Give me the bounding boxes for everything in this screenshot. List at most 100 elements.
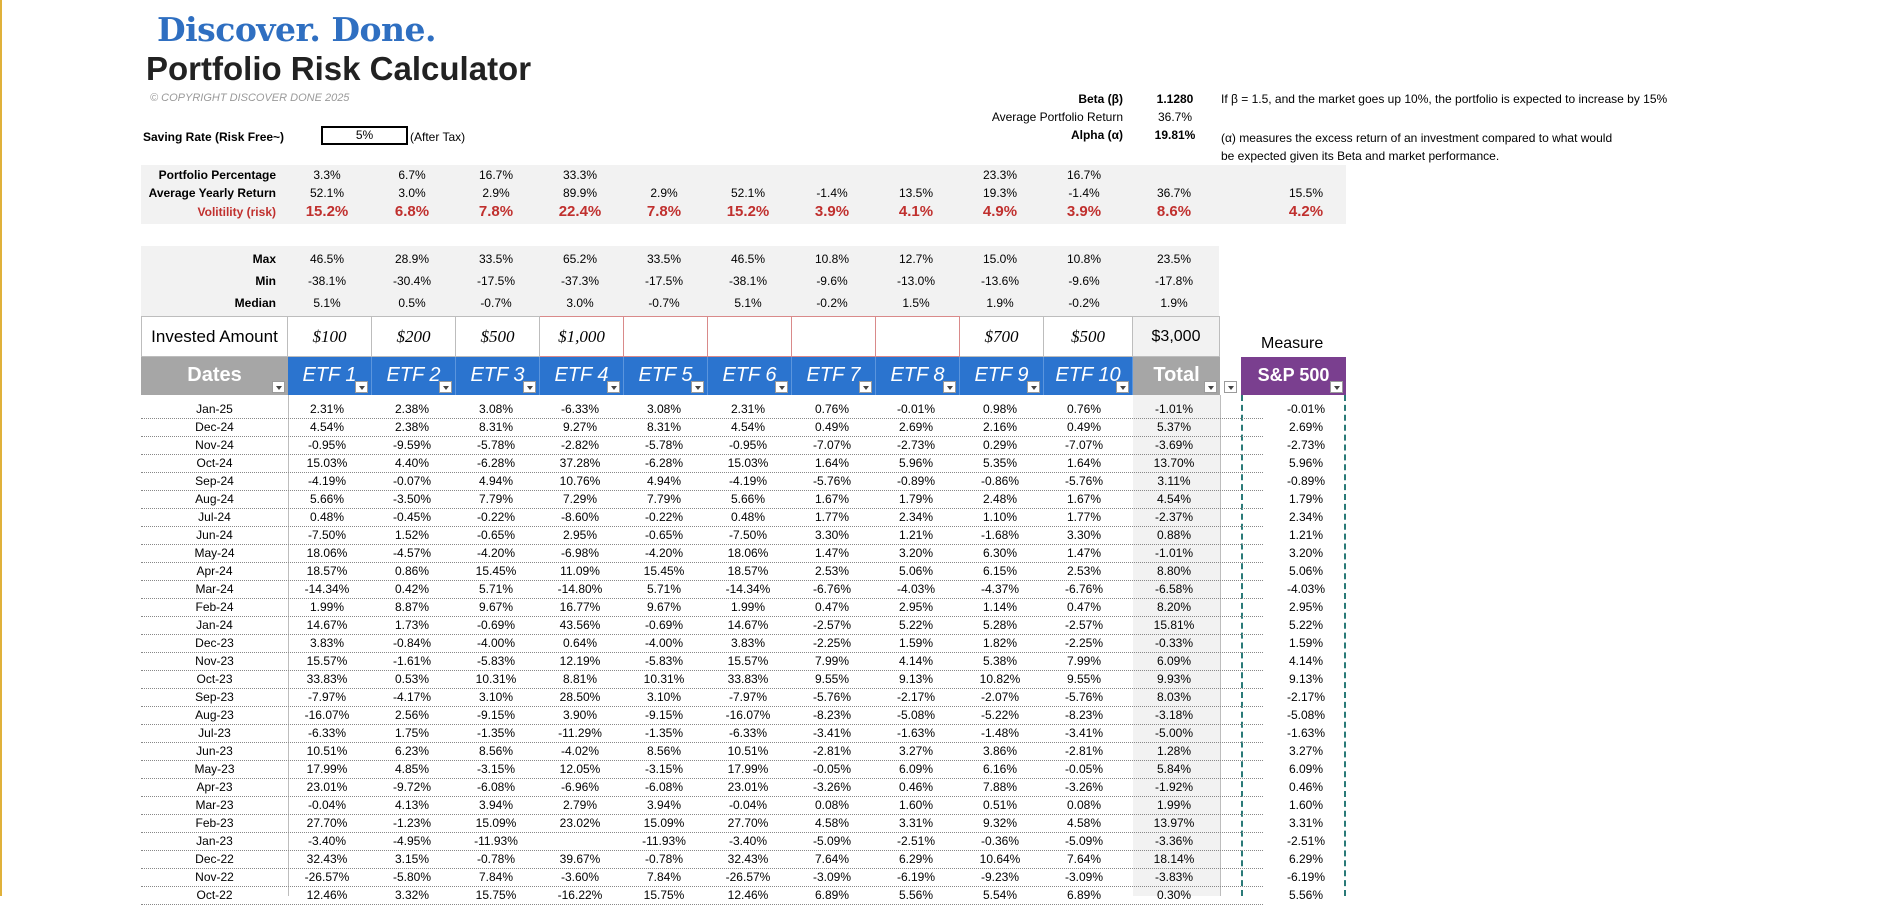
header-etf-4[interactable]: ETF 4 [540, 357, 624, 395]
etf-7-cell: -2.57% [812, 618, 852, 632]
etf-10-cell: -3.41% [1064, 726, 1104, 740]
sp500-cell: -2.51% [1286, 834, 1326, 848]
total-cell: -1.92% [1154, 780, 1194, 794]
table-row: Mar-23 -0.04% 4.13% 3.94% 2.79% 3.94% -0.04% 0.… [141, 796, 1323, 815]
etf-2-cell: -9.59% [392, 438, 432, 452]
filter-dropdown-icon[interactable] [691, 381, 704, 393]
etf-5-cell: -0.78% [644, 852, 684, 866]
invested-amount-input[interactable] [624, 316, 708, 357]
header-etf-6[interactable]: ETF 6 [708, 357, 792, 395]
header-etf-9[interactable]: ETF 9 [960, 357, 1044, 395]
header-etf-2[interactable]: ETF 2 [372, 357, 456, 395]
invested-amount-input[interactable]: $3,000 [1133, 316, 1220, 357]
filter-dropdown-icon[interactable] [1224, 381, 1237, 393]
filter-dropdown-icon[interactable] [272, 381, 285, 393]
etf-8-cell: 6.09% [898, 762, 934, 776]
etf-10-cell: -5.76% [1064, 690, 1104, 704]
sp500-cell: 1.59% [1288, 636, 1324, 650]
etf-10-cell: 0.49% [1066, 420, 1102, 434]
header-etf-8[interactable]: ETF 8 [876, 357, 960, 395]
header-etf-3[interactable]: ETF 3 [456, 357, 540, 395]
etf-8-cell: 3.20% [898, 546, 934, 560]
etf-6-cell: 27.70% [727, 816, 769, 830]
min-value: -17.5% [644, 274, 684, 288]
header-etf-1[interactable]: ETF 1 [288, 357, 372, 395]
etf-8-cell: 1.79% [898, 492, 934, 506]
filter-dropdown-icon[interactable] [1027, 381, 1040, 393]
invested-amount-input[interactable] [876, 316, 960, 357]
etf-6-cell: -6.33% [728, 726, 768, 740]
invested-amount-input[interactable]: $500 [1044, 316, 1133, 357]
sp500-cell: 9.13% [1288, 672, 1324, 686]
etf-6-cell: 23.01% [727, 780, 769, 794]
invested-amount-input[interactable] [792, 316, 876, 357]
sp500-cell: -4.03% [1286, 582, 1326, 596]
etf-8-cell: 3.31% [898, 816, 934, 830]
header-total[interactable]: Total [1133, 357, 1220, 395]
volatility-label: Volitility (risk) [197, 205, 276, 219]
etf-1-cell: 23.01% [306, 780, 348, 794]
etf-10-cell: 1.64% [1066, 456, 1102, 470]
filter-dropdown-icon[interactable] [1330, 381, 1343, 393]
invested-amount-input[interactable] [708, 316, 792, 357]
table-row: Feb-23 27.70% -1.23% 15.09% 23.02% 15.09% 27.7… [141, 814, 1323, 833]
header-etf-10[interactable]: ETF 10 [1044, 357, 1133, 395]
filter-dropdown-icon[interactable] [439, 381, 452, 393]
sp500-cell: 5.22% [1288, 618, 1324, 632]
filter-dropdown-icon[interactable] [523, 381, 536, 393]
etf-10-cell: 0.47% [1066, 600, 1102, 614]
max-value: 46.5% [309, 252, 345, 266]
filter-dropdown-icon[interactable] [1204, 381, 1217, 393]
etf-2-cell: 3.32% [394, 888, 430, 902]
etf-1-cell: -26.57% [304, 870, 350, 884]
header-sp500[interactable]: S&P 500 [1241, 357, 1346, 395]
median-value: 1.5% [902, 296, 930, 310]
header-dates[interactable]: Dates [141, 357, 288, 395]
etf-7-cell: -3.09% [812, 870, 852, 884]
etf-4-cell: 8.81% [562, 672, 598, 686]
volatility-value: 3.9% [1066, 203, 1102, 220]
header-etf-7[interactable]: ETF 7 [792, 357, 876, 395]
total-cell: 18.14% [1153, 852, 1195, 866]
invested-amount-input[interactable]: $100 [288, 316, 372, 357]
table-row: Sep-24 -4.19% -0.07% 4.94% 10.76% 4.94% -4.19%… [141, 472, 1325, 491]
max-label: Max [252, 252, 276, 266]
filter-dropdown-icon[interactable] [775, 381, 788, 393]
sp500-cell: 6.09% [1288, 762, 1324, 776]
etf-6-cell: 15.57% [727, 654, 769, 668]
etf-4-cell: -3.60% [560, 870, 600, 884]
header-label: S&P 500 [1257, 365, 1330, 385]
etf-9-cell: -4.37% [980, 582, 1020, 596]
header-label: Dates [187, 364, 242, 386]
total-cell: 0.30% [1156, 888, 1192, 902]
total-cell: 8.20% [1156, 600, 1192, 614]
etf-4-cell: -8.60% [560, 510, 600, 524]
total-cell: -3.83% [1154, 870, 1194, 884]
etf-5-cell: -9.15% [644, 708, 684, 722]
filter-dropdown-icon[interactable] [943, 381, 956, 393]
min-value: -13.6% [980, 274, 1020, 288]
etf-6-cell: 4.54% [730, 420, 766, 434]
filter-dropdown-icon[interactable] [355, 381, 368, 393]
filter-dropdown-icon[interactable] [1116, 381, 1129, 393]
etf-6-cell: 1.99% [730, 600, 766, 614]
date-cell: Oct-23 [196, 672, 233, 686]
etf-5-cell: 5.71% [646, 582, 682, 596]
invested-amount-input[interactable]: $200 [372, 316, 456, 357]
filter-dropdown-icon[interactable] [607, 381, 620, 393]
etf-8-cell: -2.17% [896, 690, 936, 704]
saving-rate-input[interactable]: 5% [321, 126, 408, 145]
etf-9-cell: 0.29% [982, 438, 1018, 452]
date-cell: Jul-23 [198, 726, 231, 740]
etf-3-cell: 5.71% [478, 582, 514, 596]
etf-5-cell: -6.28% [644, 456, 684, 470]
etf-1-cell: 32.43% [306, 852, 348, 866]
header-etf-5[interactable]: ETF 5 [624, 357, 708, 395]
etf-7-cell: 2.53% [814, 564, 850, 578]
etf-4-cell: 39.67% [559, 852, 601, 866]
filter-dropdown-icon[interactable] [859, 381, 872, 393]
invested-amount-input[interactable]: $700 [960, 316, 1044, 357]
sp500-cell: -5.08% [1286, 708, 1326, 722]
invested-amount-input[interactable]: $500 [456, 316, 540, 357]
invested-amount-input[interactable]: $1,000 [540, 316, 624, 357]
